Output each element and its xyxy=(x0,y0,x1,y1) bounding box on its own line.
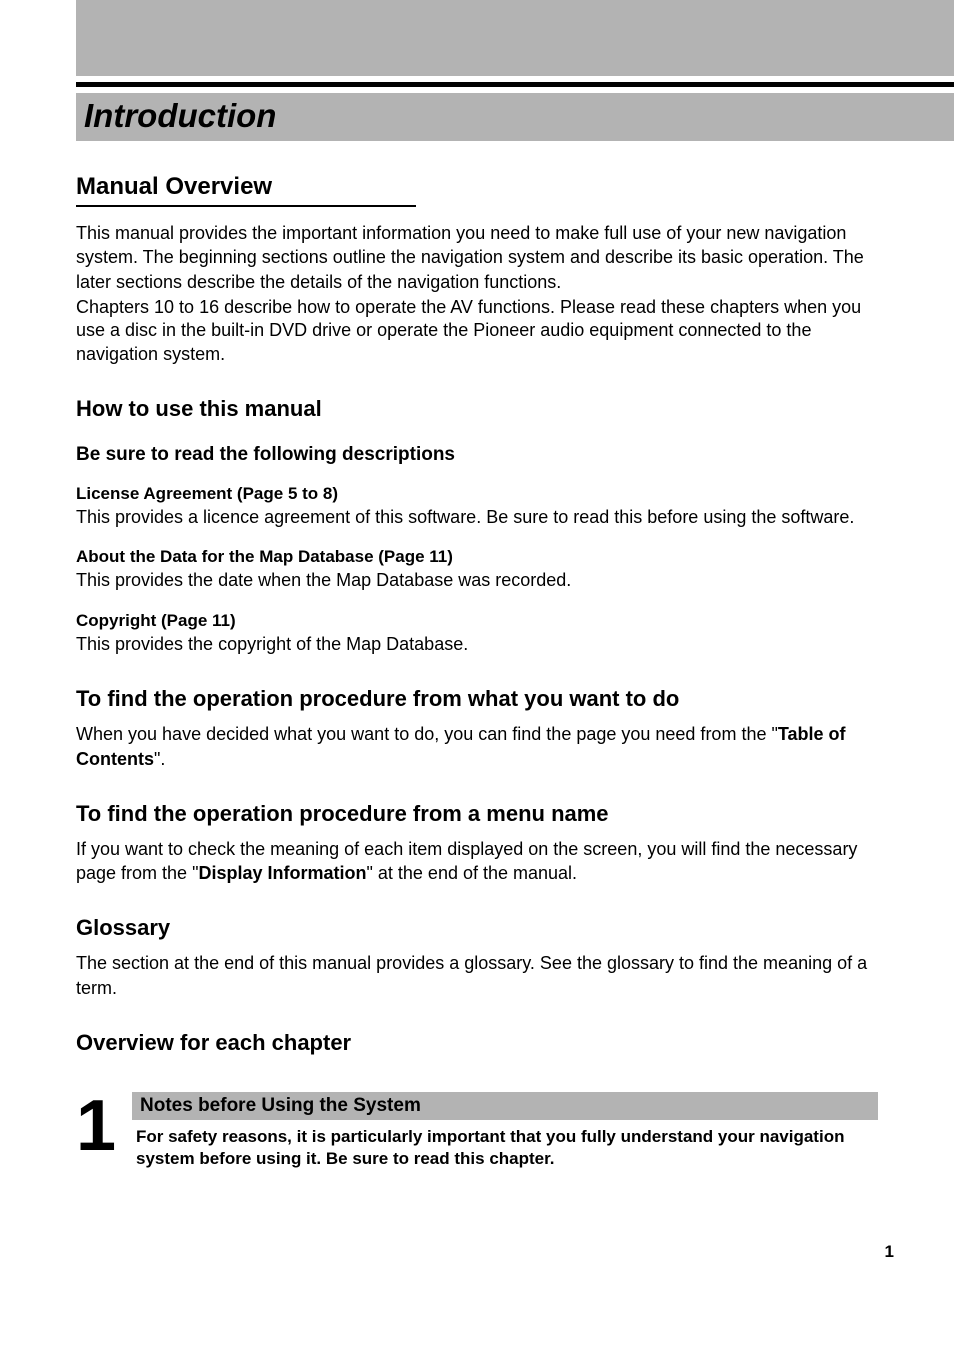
text-bold-display-info: Display Information xyxy=(198,863,366,883)
item-body: This provides a licence agreement of thi… xyxy=(76,506,878,529)
top-gray-band xyxy=(76,0,954,76)
horizontal-rule xyxy=(76,82,954,87)
section-heading-manual-overview: Manual Overview xyxy=(76,173,416,207)
text-post: ". xyxy=(154,749,165,769)
body-paragraph: If you want to check the meaning of each… xyxy=(76,837,878,886)
page-content: Manual Overview This manual provides the… xyxy=(76,173,878,1170)
chapter-number: 1 xyxy=(76,1092,136,1156)
chapter-overview-block: 1 Notes before Using the System For safe… xyxy=(76,1092,878,1170)
body-paragraph: Chapters 10 to 16 describe how to operat… xyxy=(76,296,878,366)
chapter-title-band: Introduction xyxy=(76,93,954,141)
chapter-right-column: Notes before Using the System For safety… xyxy=(136,1092,878,1170)
text-post: " at the end of the manual. xyxy=(367,863,578,883)
item-body: This provides the copyright of the Map D… xyxy=(76,633,878,656)
section-heading-glossary: Glossary xyxy=(76,915,878,941)
item-body: This provides the date when the Map Data… xyxy=(76,569,878,592)
section-heading-how-to-use: How to use this manual xyxy=(76,396,878,422)
section-heading-overview-chapter: Overview for each chapter xyxy=(76,1030,878,1056)
chapter-title: Introduction xyxy=(84,97,946,135)
section-heading-find-from-menu: To find the operation procedure from a m… xyxy=(76,801,878,827)
item-title-license: License Agreement (Page 5 to 8) xyxy=(76,484,878,504)
text-pre: When you have decided what you want to d… xyxy=(76,724,778,744)
chapter-label-band: Notes before Using the System xyxy=(132,1092,878,1120)
body-paragraph: When you have decided what you want to d… xyxy=(76,722,878,771)
item-title-map-database: About the Data for the Map Database (Pag… xyxy=(76,547,878,567)
chapter-label: Notes before Using the System xyxy=(140,1095,870,1117)
item-title-copyright: Copyright (Page 11) xyxy=(76,611,878,631)
body-paragraph: The section at the end of this manual pr… xyxy=(76,951,878,1000)
sub-heading-be-sure: Be sure to read the following descriptio… xyxy=(76,444,878,466)
section-heading-find-from-want: To find the operation procedure from wha… xyxy=(76,686,878,712)
body-paragraph: This manual provides the important infor… xyxy=(76,221,878,294)
chapter-description: For safety reasons, it is particularly i… xyxy=(136,1126,878,1170)
page-number: 1 xyxy=(885,1242,894,1262)
